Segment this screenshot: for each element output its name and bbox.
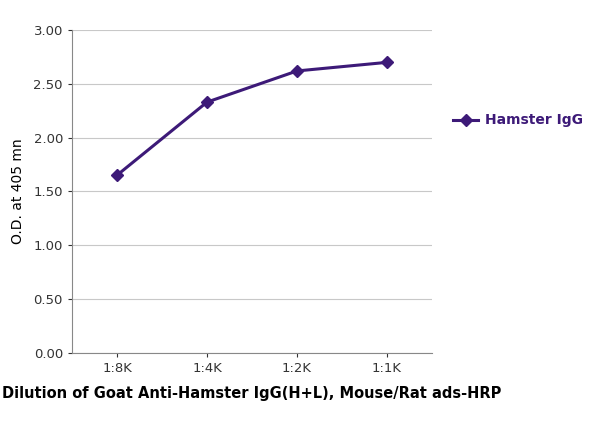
Hamster IgG — [113, 173, 121, 178]
Y-axis label: O.D. at 405 mn: O.D. at 405 mn — [11, 138, 25, 244]
Line: Hamster IgG: Hamster IgG — [113, 58, 391, 179]
Hamster IgG — [203, 100, 211, 105]
Hamster IgG — [383, 60, 391, 65]
X-axis label: Dilution of Goat Anti-Hamster IgG(H+L), Mouse/Rat ads-HRP: Dilution of Goat Anti-Hamster IgG(H+L), … — [2, 386, 502, 401]
Legend: Hamster IgG: Hamster IgG — [454, 114, 583, 127]
Hamster IgG — [293, 68, 301, 74]
